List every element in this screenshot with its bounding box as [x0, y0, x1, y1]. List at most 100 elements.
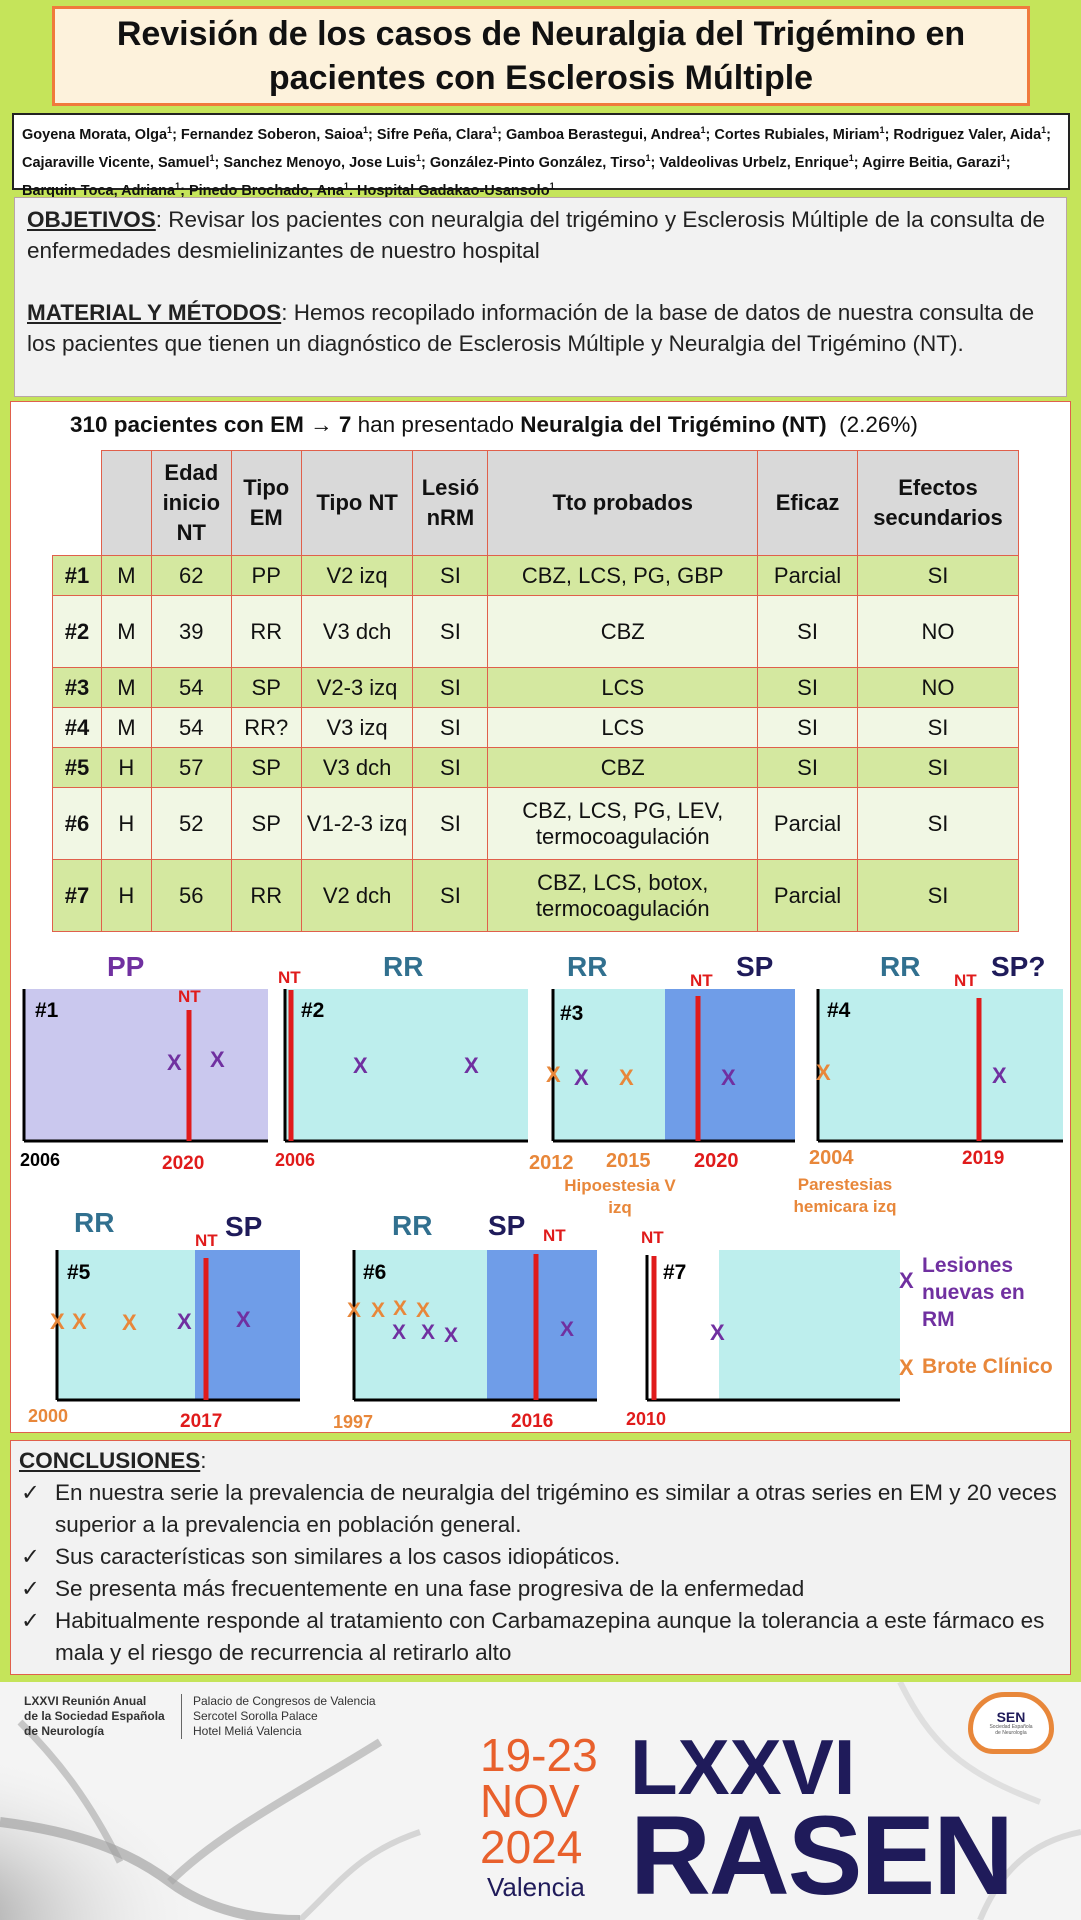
table-cell: SI: [412, 747, 489, 788]
author-name: Cortes Rubiales, Miriam: [714, 126, 880, 143]
objectives-methods-box: OBJETIVOS: Revisar los pacientes con neu…: [14, 197, 1067, 397]
table-cell: SI: [857, 707, 1019, 748]
table-cell: V3 izq: [300, 707, 414, 748]
checkmark-icon: ✓: [21, 1544, 40, 1569]
timeline-4: RR SP? NT #4 X X 2004 2019 Parestesias h…: [793, 951, 1063, 1216]
author-name: Gamboa Berastegui, Andrea: [506, 126, 701, 143]
author-name: Barquin Toca, Adriana: [22, 182, 176, 199]
brote-x: X: [347, 1299, 361, 1322]
lesion-x: X: [574, 1065, 589, 1090]
table-row: #5 H 57 SP V3 dch SI CBZ SI SI: [52, 747, 1019, 788]
phase-label-sp: SP: [488, 1210, 525, 1241]
lesion-x: X: [710, 1320, 725, 1345]
table-row: #2 M 39 RR V3 dch SI CBZ SI NO: [52, 595, 1019, 668]
legend-lesion-label: Lesiones nuevas en RM: [922, 1254, 1025, 1331]
lesion-x: X: [560, 1318, 574, 1341]
phase-label-sp: SP: [225, 1211, 262, 1242]
table-cell: RR: [230, 859, 302, 932]
author-name: Cajaraville Vicente, Samuel: [22, 154, 210, 171]
summary-line: 310 pacientes con EM → 7 han presentado …: [70, 412, 918, 438]
affiliation: Hospital Gadakao-Usansolo: [357, 182, 550, 199]
venues: Palacio de Congresos de Valencia Sercote…: [193, 1694, 376, 1739]
header-effective: Eficaz: [757, 450, 858, 556]
lesion-x: X: [177, 1309, 192, 1334]
brote-x: X: [816, 1060, 831, 1085]
year: 2024: [480, 1821, 583, 1873]
table-cell: SI: [412, 667, 489, 708]
lesion-x: X: [444, 1324, 458, 1347]
conclusions-box: CONCLUSIONES: ✓ En nuestra serie la preva…: [10, 1440, 1071, 1675]
timeline-3: RR SP NT #3 X X X X 2012 2015 2020 Hipoe…: [529, 951, 795, 1217]
event-dates: 19-23 NOV 2024: [480, 1732, 598, 1870]
table-cell: V3 dch: [300, 747, 414, 788]
rr-phase-block: [285, 989, 528, 1141]
table-cell: 54: [150, 667, 232, 708]
affiliation-mark: 1: [1000, 152, 1006, 163]
objetivos-heading: OBJETIVOS: [27, 207, 156, 232]
case-id-cell: #7: [52, 859, 102, 932]
affiliation-mark: 1: [363, 125, 369, 135]
header-sex: [100, 450, 152, 556]
affiliation-mark: 1: [209, 152, 215, 163]
table-cell: CBZ, LCS, botox, termocoagulación: [487, 859, 759, 932]
table-cell: 39: [150, 595, 232, 668]
objetivos-text: : Revisar los pacientes con neuralgia de…: [27, 207, 1045, 263]
case-id-cell: #4: [52, 707, 102, 748]
start-year: 2006: [20, 1150, 60, 1170]
table-cell: V2 izq: [300, 555, 414, 596]
rr-phase-block: [719, 1250, 900, 1400]
table-cell: M: [100, 667, 152, 708]
summary-part5: (2.26%): [826, 412, 918, 437]
parestesias-note: Parestesias hemicara izq: [793, 1175, 897, 1216]
table-cell: SI: [857, 787, 1019, 860]
timeline-6: RR SP NT #6 X X X X X X X X 1997 2016: [333, 1210, 597, 1432]
phase-label-sp: SP: [736, 951, 773, 982]
nt-label: NT: [178, 987, 201, 1006]
author-name: Rodriguez Valer, Aida: [893, 126, 1042, 143]
table-cell: V3 dch: [300, 595, 414, 668]
nt-year: 2020: [162, 1153, 204, 1174]
brote-x: X: [546, 1062, 561, 1087]
table-cell: M: [100, 595, 152, 668]
rr-phase-block: [57, 1250, 195, 1400]
author-name: Fernandez Soberon, Saioa: [180, 126, 364, 143]
sen-logo: SEN Sociedad Española de Neurología: [968, 1692, 1054, 1754]
table-row: #3 M 54 SP V2-3 izq SI LCS SI NO: [52, 667, 1019, 708]
summary-part1: 310 pacientes con EM: [70, 412, 304, 437]
table-cell: CBZ, LCS, PG, LEV, termocoagulación: [487, 787, 759, 860]
affiliation-mark: 1: [645, 152, 651, 163]
author-name: Pinedo Brochado, Ana: [188, 182, 344, 199]
table-cell: SP: [230, 667, 302, 708]
nt-label: NT: [954, 971, 977, 990]
summary-part2: 7: [338, 412, 352, 437]
table-cell: SI: [857, 859, 1019, 932]
lesion-x: X: [421, 1321, 435, 1344]
congress-banner: LXXVI Reunión Anual de la Sociedad Españ…: [0, 1682, 1081, 1920]
table-cell: SI: [857, 555, 1019, 596]
table-header-row: Edad inicio NT Tipo EM Tipo NT Lesió nRM…: [52, 450, 1019, 556]
nt-year: 2019: [962, 1148, 1004, 1169]
table-cell: H: [100, 747, 152, 788]
title-line-2: pacientes con Esclerosis Múltiple: [268, 59, 814, 97]
affiliation-mark: 1: [167, 125, 173, 135]
table-row: #6 H 52 SP V1-2-3 izq SI CBZ, LCS, PG, LEV, te…: [52, 787, 1019, 860]
table-cell: SI: [412, 707, 489, 748]
sp-phase-block: [195, 1250, 300, 1400]
patient-id: #4: [827, 999, 851, 1022]
header-mri-lesion: Lesió nRM: [412, 450, 489, 556]
table-cell: SI: [857, 747, 1019, 788]
table-cell: LCS: [487, 707, 759, 748]
conclusion-text: En nuestra serie la prevalencia de neura…: [55, 1480, 1057, 1537]
header-ms-type: Tipo EM: [230, 450, 302, 556]
brote-x: X: [416, 1299, 430, 1322]
nt-label: NT: [641, 1228, 664, 1247]
conclusions-heading: CONCLUSIONES: [19, 1448, 201, 1473]
table-cell: LCS: [487, 667, 759, 708]
table-cell: RR?: [230, 707, 302, 748]
hipoestesia-note: Hipoestesia V izq: [564, 1176, 676, 1217]
table-cell: 54: [150, 707, 232, 748]
sp-phase-block: [487, 1250, 597, 1400]
conclusion-text: Se presenta más frecuentemente en una fa…: [55, 1576, 805, 1601]
conclusion-item: ✓ Sus características son similares a los…: [19, 1541, 1062, 1573]
org-name: LXXVI Reunión Anual de la Sociedad Españ…: [24, 1694, 165, 1739]
